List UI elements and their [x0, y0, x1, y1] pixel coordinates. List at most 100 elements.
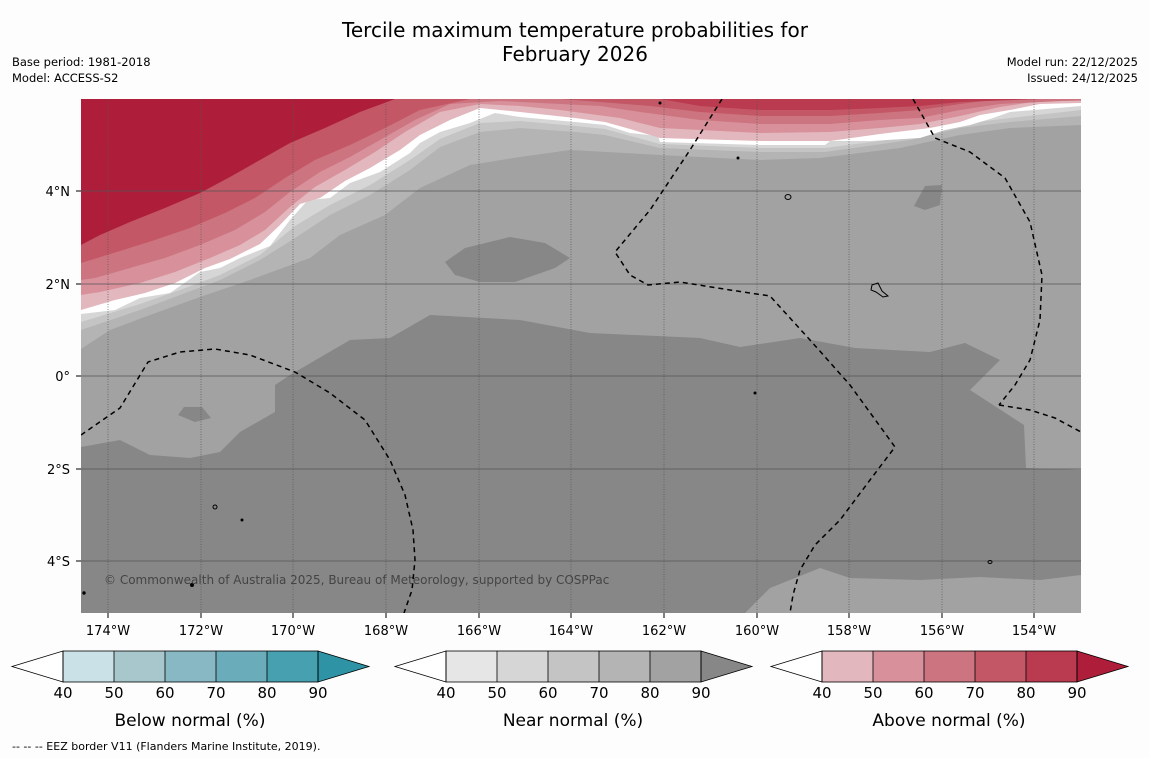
- island-dot: [240, 518, 244, 522]
- colorbar-segment: [975, 651, 1026, 682]
- colorbar-tick-label: 50: [863, 684, 882, 702]
- island-dot: [736, 156, 740, 160]
- colorbar-tick-label: 60: [538, 684, 557, 702]
- island-dot: [658, 101, 662, 105]
- above-normal-90-plus-region-east: [660, 99, 1040, 110]
- colorbar-tick-label: 70: [589, 684, 608, 702]
- colorbar-tick-label: 40: [436, 684, 455, 702]
- colorbar-segment: [63, 651, 114, 682]
- colorbar-below-label: Below normal (%): [115, 711, 266, 731]
- issued-date: Issued: 24/12/2025: [1027, 71, 1138, 85]
- lon-label: 156°W: [920, 624, 964, 639]
- map-area: © Commonwealth of Australia 2025, Bureau…: [81, 99, 1081, 613]
- island-outline: [987, 560, 993, 564]
- lon-label: 160°W: [735, 624, 779, 639]
- title-line-2: February 2026: [502, 42, 648, 66]
- model-run: Model run: 22/12/2025: [1006, 55, 1138, 69]
- colorbar-tick-label: 90: [691, 684, 710, 702]
- lon-label: 158°W: [827, 624, 871, 639]
- colorbar-tick-label: 60: [914, 684, 933, 702]
- colorbar-near-normal: 40 50 60 70 80 90: [393, 650, 754, 702]
- near-normal-80-90-patch-small: [178, 407, 211, 422]
- lat-label: 2°N: [46, 278, 71, 293]
- colorbar-tick-label: 50: [104, 684, 123, 702]
- model-name: Model: ACCESS-S2: [12, 71, 119, 85]
- colorbar-segment: [446, 651, 497, 682]
- colorbar-tick-label: 90: [308, 684, 327, 702]
- eez-border-central: [614, 99, 896, 613]
- colorbar-above-normal: 40 50 60 70 80 90: [769, 650, 1130, 702]
- colorbar-tick-label: 80: [1016, 684, 1035, 702]
- colorbar-extend-high: [1076, 650, 1130, 683]
- above-normal-80-90-band: [81, 99, 1000, 263]
- island-outline: [870, 282, 890, 298]
- colorbar-extend-low: [10, 650, 64, 683]
- eez-border-west: [81, 348, 416, 613]
- colorbar-extend-low: [769, 650, 823, 683]
- colorbar-segment: [822, 651, 873, 682]
- latitude-gridlines: [81, 190, 1081, 562]
- eez-borders: [81, 99, 1081, 613]
- lat-label: 0°: [55, 370, 70, 385]
- lon-label: 162°W: [642, 624, 686, 639]
- lon-label: 172°W: [179, 624, 223, 639]
- colorbar-segment: [548, 651, 599, 682]
- meta-right: Model run: 22/12/2025 Issued: 24/12/2025: [1007, 54, 1138, 86]
- colorbar-tick-label: 40: [812, 684, 831, 702]
- colorbar-tick-label: 80: [257, 684, 276, 702]
- colorbar-segment: [165, 651, 216, 682]
- lon-label: 154°W: [1012, 624, 1056, 639]
- lon-label: 168°W: [364, 624, 408, 639]
- copyright-text: © Commonwealth of Australia 2025, Bureau…: [104, 573, 609, 587]
- colorbar-segment: [216, 651, 267, 682]
- colorbar-above-label: Above normal (%): [872, 711, 1025, 731]
- colorbar-near-label: Near normal (%): [503, 711, 643, 731]
- island-dot: [82, 591, 86, 595]
- islands: [82, 101, 993, 595]
- near-normal-70-80-region-south: [745, 568, 1081, 613]
- longitude-gridlines: [107, 99, 1035, 613]
- colorbar-segment: [267, 651, 318, 682]
- island-dot: [753, 391, 757, 395]
- eez-border-east: [912, 99, 1043, 406]
- lon-label: 166°W: [457, 624, 501, 639]
- chart-title: Tercile maximum temperature probabilitie…: [0, 18, 1150, 66]
- colorbar-tick-label: 40: [53, 684, 72, 702]
- colorbar-below-normal: 40 50 60 70 80 90: [10, 650, 371, 702]
- colorbar-tick-label: 50: [487, 684, 506, 702]
- above-normal-90-plus-region: [81, 99, 395, 245]
- island-outline: [784, 194, 792, 200]
- colorbar-tick-label: 90: [1067, 684, 1086, 702]
- colorbar-tick-label: 70: [206, 684, 225, 702]
- lat-label: 4°N: [46, 185, 71, 200]
- near-normal-70-80-region-east: [1012, 352, 1081, 413]
- base-period: Base period: 1981-2018: [12, 55, 151, 69]
- island-dot: [190, 583, 194, 587]
- colorbar-segment: [873, 651, 924, 682]
- eez-border-east-lower: [998, 404, 1081, 433]
- lon-label: 170°W: [271, 624, 315, 639]
- colorbar-tick-label: 80: [640, 684, 659, 702]
- lat-label: 2°S: [47, 463, 70, 478]
- colorbar-segment: [114, 651, 165, 682]
- colorbar-extend-high: [700, 650, 754, 683]
- colorbar-extend-low: [393, 650, 447, 683]
- colorbar-tick-label: 70: [965, 684, 984, 702]
- colorbar-segment: [497, 651, 548, 682]
- lat-label: 4°S: [47, 555, 70, 570]
- colorbar-segment: [924, 651, 975, 682]
- near-normal-80-90-patch: [445, 237, 570, 282]
- colorbar-extend-high: [317, 650, 371, 683]
- colorbar-tick-label: 60: [155, 684, 174, 702]
- latitude-labels: 4°N 2°N 0° 2°S 4°S: [46, 185, 71, 570]
- colorbar-segment: [599, 651, 650, 682]
- longitude-labels: 174°W 172°W 170°W 168°W 166°W 164°W 162°…: [86, 624, 1056, 639]
- island-outline: [212, 504, 218, 510]
- colorbar-segment: [650, 651, 701, 682]
- title-line-1: Tercile maximum temperature probabilitie…: [342, 18, 808, 42]
- colorbar-segment: [1026, 651, 1077, 682]
- meta-left: Base period: 1981-2018 Model: ACCESS-S2: [12, 54, 151, 86]
- axis-ticks: [76, 190, 1035, 618]
- lon-label: 174°W: [86, 624, 130, 639]
